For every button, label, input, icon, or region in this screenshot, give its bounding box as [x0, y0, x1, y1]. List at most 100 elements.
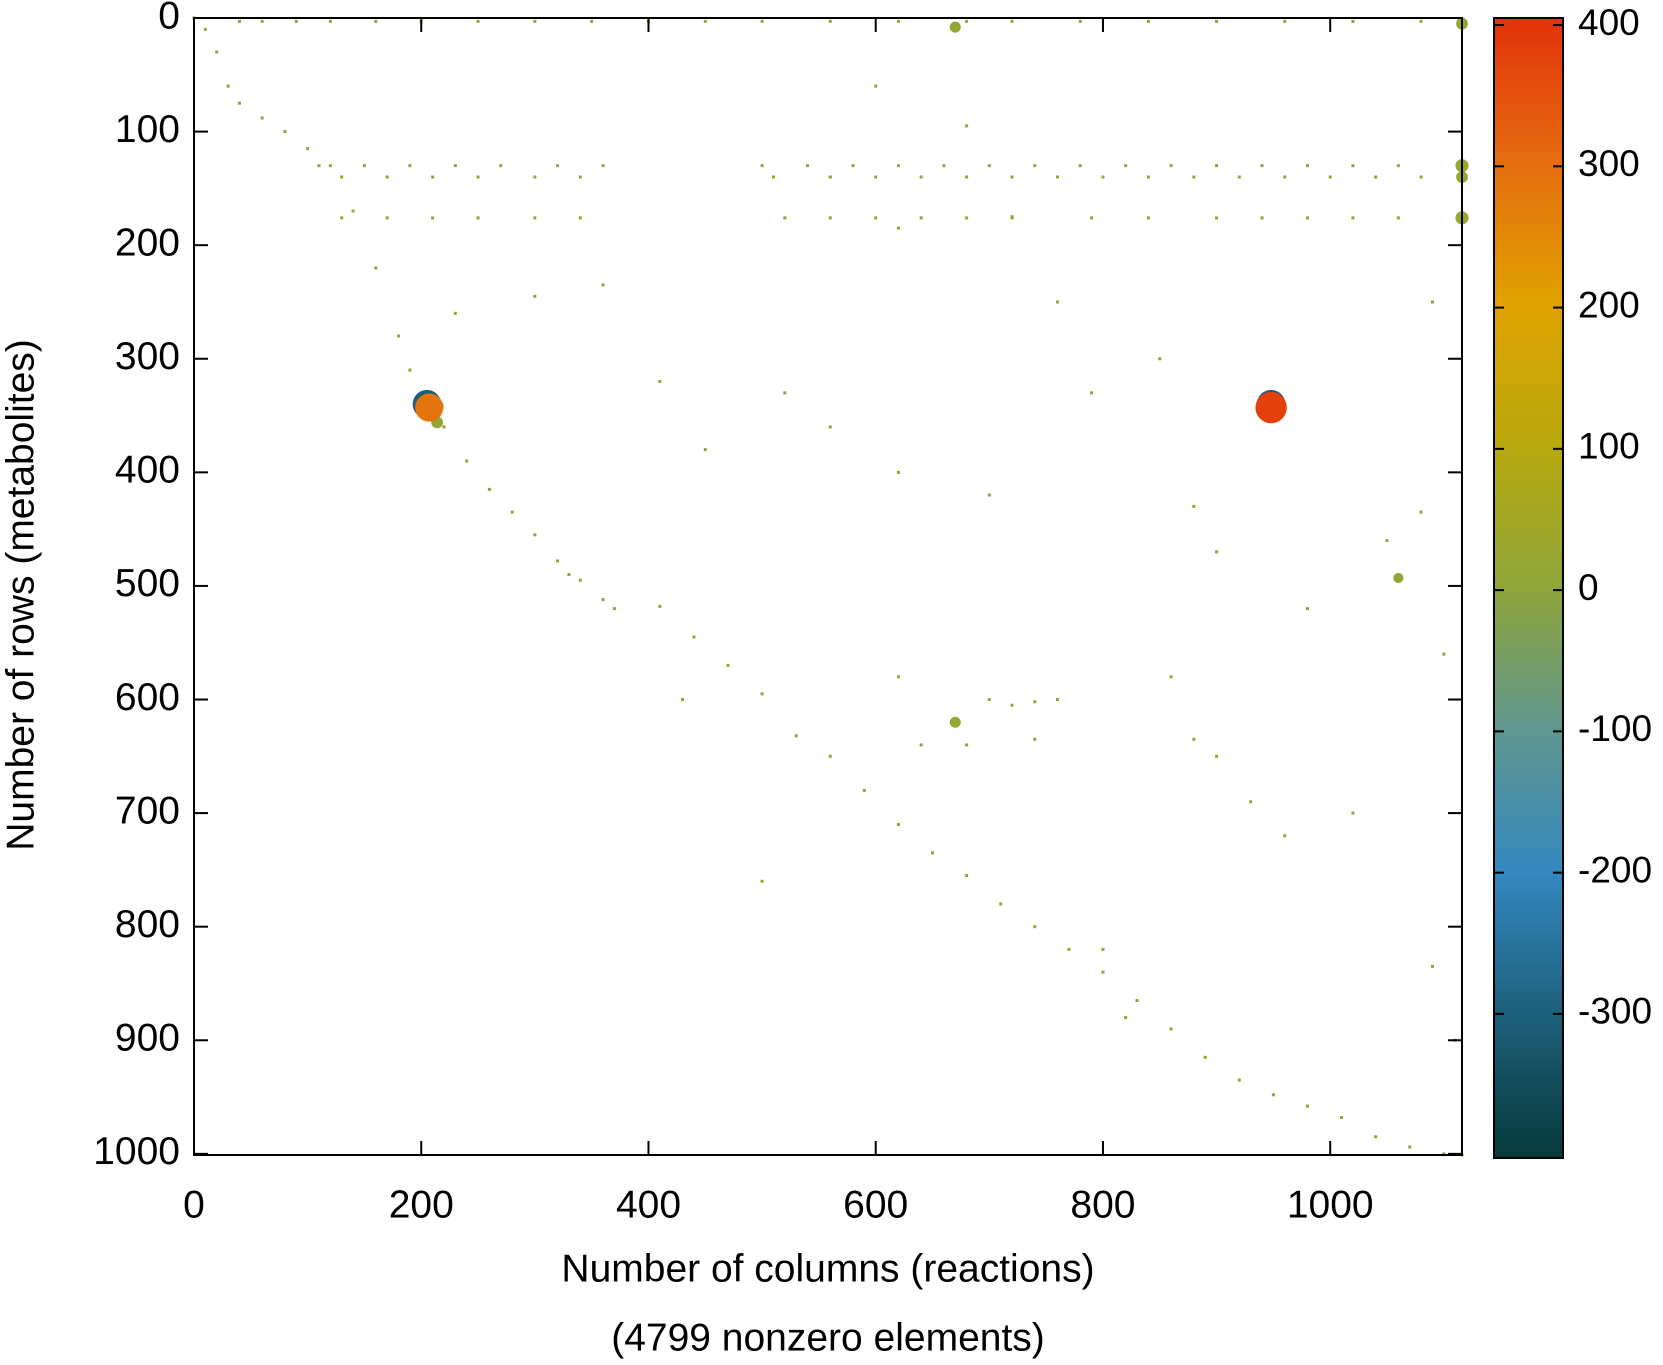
- nonzero-element: [578, 175, 582, 179]
- nonzero-element: [896, 470, 900, 474]
- nonzero-element: [1374, 1135, 1378, 1139]
- nonzero-element: [1010, 215, 1014, 219]
- x-tick-label: 200: [389, 1183, 454, 1226]
- nonzero-element: [601, 598, 605, 602]
- colorbar-tick-label: 100: [1578, 426, 1640, 467]
- nonzero-element: [1215, 550, 1219, 554]
- nonzero-element: [510, 510, 514, 514]
- nonzero-element: [828, 754, 832, 758]
- nonzero-element: [1010, 703, 1014, 707]
- nonzero-element: [862, 788, 866, 792]
- nonzero-element: [1374, 175, 1378, 179]
- nonzero-element: [896, 19, 900, 23]
- nonzero-element: [1192, 504, 1196, 508]
- nonzero-element: [949, 21, 961, 33]
- nonzero-element: [1215, 216, 1219, 220]
- nonzero-element: [658, 604, 662, 608]
- nonzero-element: [1169, 1027, 1173, 1031]
- nonzero-element: [828, 216, 832, 220]
- nonzero-element: [374, 19, 378, 23]
- nonzero-element: [1305, 607, 1309, 611]
- nonzero-element: [328, 19, 332, 23]
- nonzero-element: [1430, 300, 1434, 304]
- nonzero-element: [999, 902, 1003, 906]
- plot-frame: [193, 17, 1463, 1156]
- nonzero-element: [1283, 834, 1287, 838]
- nonzero-element: [351, 209, 355, 213]
- nonzero-element: [578, 578, 582, 582]
- nonzero-element: [965, 19, 969, 23]
- nonzero-element: [453, 311, 457, 315]
- nonzero-element: [965, 175, 969, 179]
- nonzero-element: [1340, 1116, 1344, 1120]
- nonzero-element: [340, 216, 344, 220]
- nonzero-element: [1078, 19, 1082, 23]
- y-tick-label: 300: [115, 335, 180, 378]
- x-tick-label: 800: [1070, 1183, 1135, 1226]
- nonzero-element: [1260, 216, 1264, 220]
- nonzero-element: [1101, 175, 1105, 179]
- nonzero-element: [1033, 925, 1037, 929]
- nonzero-element: [476, 216, 480, 220]
- nonzero-element: [919, 175, 923, 179]
- nonzero-element: [1101, 947, 1105, 951]
- nonzero-element: [612, 607, 616, 611]
- nonzero-element: [1271, 1093, 1275, 1097]
- nonzero-element: [1090, 216, 1094, 220]
- nonzero-element: [1396, 164, 1400, 168]
- nonzero-element: [760, 692, 764, 696]
- nonzero-element: [1135, 999, 1139, 1003]
- nonzero-element: [1283, 19, 1287, 23]
- nonzero-element: [1419, 19, 1423, 23]
- nonzero-element: [760, 164, 764, 168]
- y-tick-label: 800: [115, 903, 180, 946]
- nonzero-element: [533, 533, 537, 537]
- nonzero-element: [465, 459, 469, 463]
- nonzero-element: [237, 101, 241, 105]
- nonzero-element: [1124, 164, 1128, 168]
- nonzero-element: [306, 147, 310, 151]
- nonzero-element: [1203, 1055, 1207, 1059]
- nonzero-element: [1255, 391, 1287, 424]
- y-tick-label: 500: [115, 562, 180, 605]
- nonzero-element: [499, 164, 503, 168]
- nonzero-element: [794, 734, 798, 738]
- nonzero-element: [874, 216, 878, 220]
- nonzero-element: [896, 226, 900, 230]
- nonzero-element: [681, 698, 685, 702]
- nonzero-element: [1237, 1078, 1241, 1082]
- nonzero-element: [1033, 737, 1037, 741]
- nonzero-element: [828, 175, 832, 179]
- nonzero-element: [1442, 652, 1446, 656]
- nonzero-element: [533, 19, 537, 23]
- nonzero-element: [965, 124, 969, 128]
- x-axis-note: (4799 nonzero elements): [611, 1316, 1045, 1359]
- nonzero-element: [567, 573, 571, 577]
- nonzero-element: [1010, 19, 1014, 23]
- nonzero-element: [533, 175, 537, 179]
- nonzero-element: [476, 19, 480, 23]
- nonzero-element: [919, 216, 923, 220]
- nonzero-element: [1056, 300, 1060, 304]
- nonzero-element: [590, 19, 594, 23]
- nonzero-element: [442, 425, 446, 429]
- nonzero-element: [771, 175, 775, 179]
- nonzero-element: [1305, 216, 1309, 220]
- nonzero-element: [1419, 175, 1423, 179]
- nonzero-element: [1169, 164, 1173, 168]
- nonzero-element: [896, 164, 900, 168]
- nonzero-element: [203, 27, 207, 31]
- nonzero-element: [533, 294, 537, 298]
- nonzero-element: [431, 216, 435, 220]
- nonzero-element: [1158, 357, 1162, 361]
- nonzero-element: [1305, 1104, 1309, 1108]
- nonzero-element: [965, 874, 969, 878]
- nonzero-element: [942, 164, 946, 168]
- nonzero-element: [874, 84, 878, 88]
- nonzero-element: [965, 216, 969, 220]
- nonzero-element: [1419, 510, 1423, 514]
- nonzero-element: [533, 216, 537, 220]
- nonzero-element: [415, 393, 444, 422]
- nonzero-element: [237, 19, 241, 23]
- nonzero-element: [987, 493, 991, 497]
